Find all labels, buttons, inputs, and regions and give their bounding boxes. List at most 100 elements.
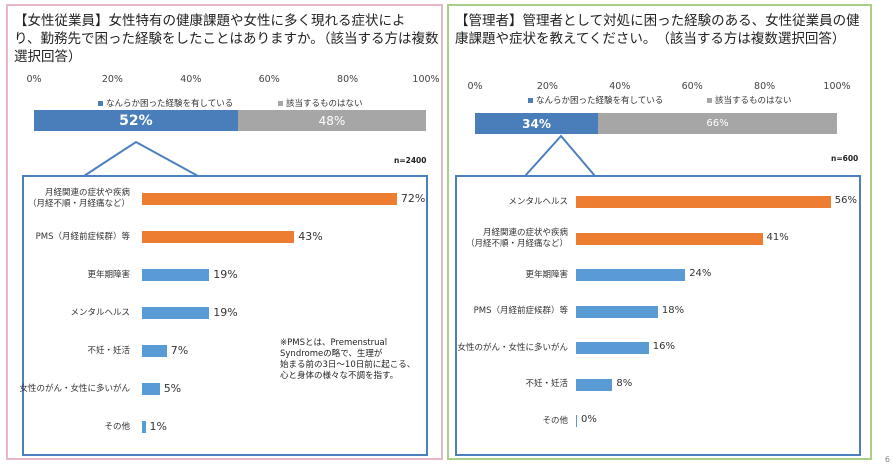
note-line: Syndromeの略で、生理が bbox=[280, 349, 383, 359]
category-bar bbox=[142, 421, 146, 433]
sample-size-label: n=2400 bbox=[394, 156, 427, 165]
pms-note: ※PMSとは、Premenstrual Syndromeの略で、生理が 始まる前… bbox=[280, 338, 415, 382]
axis-tick-label: 80% bbox=[754, 81, 776, 92]
legend-item: 該当するものはない bbox=[278, 97, 363, 109]
category-bar bbox=[576, 232, 763, 245]
detail-chart-box bbox=[22, 175, 428, 456]
category-label-line: （月経不順・月経痛など） bbox=[27, 199, 130, 209]
category-label-line: 不妊・妊活 bbox=[525, 379, 568, 389]
axis-tick-label: 40% bbox=[609, 81, 631, 92]
category-label: 月経関連の症状や疾病 （月経不順・月経痛など） bbox=[449, 228, 568, 250]
category-label-line: メンタルヘルス bbox=[70, 307, 130, 318]
axis-tick-label: 100% bbox=[412, 74, 440, 85]
title-line: 【女性従業員】女性特有の健康課題や女性に多く現れる症状によ bbox=[14, 13, 406, 29]
category-bar bbox=[142, 193, 397, 205]
value-label: 72% bbox=[400, 192, 426, 205]
category-label-line: PMS（月経前症候群）等 bbox=[35, 231, 130, 242]
category-label: 更年期障害 bbox=[449, 270, 568, 281]
category-bar bbox=[576, 378, 613, 391]
value-label: 18% bbox=[661, 304, 685, 316]
legend-label: 該当するものはない bbox=[715, 96, 792, 106]
category-label: 女性のがん・女性に多いがん bbox=[449, 343, 568, 354]
title-line: 康課題や症状を教えてください。 （該当する方は複数選択回答） bbox=[455, 31, 846, 47]
axis-tick-label: 40% bbox=[180, 74, 202, 85]
value-label: 19% bbox=[213, 306, 238, 319]
axis-tick-label: 60% bbox=[258, 74, 280, 85]
summary-stacked-bar: 52% 48% bbox=[34, 110, 426, 131]
note-line: ※PMSとは、Premenstrual bbox=[280, 338, 388, 348]
category-label-line: 不妊・妊活 bbox=[87, 345, 130, 356]
detail-chart-box bbox=[455, 175, 861, 456]
legend-label: なんらか困った経験を有している bbox=[106, 99, 234, 109]
axis-tick-label: 60% bbox=[681, 81, 703, 92]
summary-segment-none: 48% bbox=[237, 110, 426, 131]
legend-item: 該当するものはない bbox=[707, 94, 792, 106]
legend-item: なんらか困った経験を有している bbox=[98, 97, 233, 109]
category-label: その他 bbox=[8, 422, 130, 433]
left-chart-panel: 【女性従業員】女性特有の健康課題や女性に多く現れる症状によ り、勤務先で困った経… bbox=[6, 4, 443, 460]
value-label: 41% bbox=[766, 231, 789, 243]
axis-tick-label: 100% bbox=[823, 81, 851, 92]
category-bar bbox=[142, 383, 160, 395]
category-bar bbox=[142, 269, 210, 281]
category-label: メンタルヘルス bbox=[449, 197, 568, 208]
callout-line bbox=[524, 134, 596, 177]
axis-tick-label: 0% bbox=[26, 74, 42, 85]
axis-tick-label: 20% bbox=[536, 81, 558, 92]
category-label-line: その他 bbox=[104, 421, 130, 432]
callout-connector bbox=[524, 134, 596, 177]
category-label: PMS（月経前症候群）等 bbox=[8, 232, 130, 243]
title-line: 【管理者】管理者として対処に困った経験のある、女性従業員の健 bbox=[455, 13, 860, 29]
category-bar bbox=[576, 196, 831, 208]
value-label: 5% bbox=[163, 382, 182, 395]
value-label: 19% bbox=[213, 268, 238, 281]
category-label-line: PMS（月経前症候群）等 bbox=[473, 306, 568, 316]
category-label: メンタルヘルス bbox=[8, 308, 130, 319]
axis-tick-label: 80% bbox=[337, 74, 359, 85]
summary-segment-experienced: 34% bbox=[475, 113, 599, 134]
page-number: 6 bbox=[884, 455, 890, 464]
legend-swatch bbox=[98, 101, 103, 106]
category-label-line: 女性のがん・女性に多いがん bbox=[19, 383, 130, 394]
value-label: 0% bbox=[581, 414, 597, 425]
category-label-line: その他 bbox=[542, 415, 568, 426]
category-label: 不妊・妊活 bbox=[8, 346, 130, 357]
category-bar bbox=[142, 231, 295, 243]
category-bar bbox=[576, 305, 658, 318]
title-line: り、勤務先で困った経験をしたことはありますか。（該当する方は複数 bbox=[14, 31, 439, 47]
value-label: 24% bbox=[689, 268, 712, 279]
category-label: PMS（月経前症候群）等 bbox=[449, 306, 568, 317]
summary-segment-experienced: 52% bbox=[34, 110, 238, 131]
value-label: 7% bbox=[170, 344, 189, 357]
note-line: 心と身体の様々な不調を指す。 bbox=[280, 371, 399, 381]
category-label: その他 bbox=[449, 416, 568, 427]
legend-label: 該当するものはない bbox=[286, 99, 363, 109]
category-label-line: 月経関連の症状や疾病 bbox=[482, 227, 568, 238]
value-label: 56% bbox=[834, 195, 858, 206]
summary-stacked-bar: 34% 66% bbox=[475, 113, 837, 134]
callout-connector bbox=[83, 140, 199, 177]
legend-swatch bbox=[528, 98, 533, 103]
value-label: 43% bbox=[298, 230, 323, 243]
note-line: 始まる前の3日～10日前に起こる、 bbox=[280, 360, 416, 370]
callout-line bbox=[83, 140, 199, 177]
sample-size-label: n=600 bbox=[831, 154, 859, 163]
category-label-line: 月経関連の症状や疾病 bbox=[44, 188, 130, 198]
title-line: 選択回答） bbox=[14, 49, 82, 65]
category-label-line: メンタルヘルス bbox=[508, 196, 568, 207]
category-bar bbox=[142, 345, 167, 357]
value-label: 1% bbox=[149, 420, 167, 433]
category-label-line: 更年期障害 bbox=[525, 269, 568, 280]
chart-title: 【女性従業員】女性特有の健康課題や女性に多く現れる症状によ り、勤務先で困った経… bbox=[14, 12, 438, 66]
category-label-line: （月経不順・月経痛など） bbox=[465, 238, 568, 249]
legend-swatch bbox=[278, 101, 283, 106]
chart-title: 【管理者】管理者として対処に困った経験のある、女性従業員の健 康課題や症状を教え… bbox=[455, 12, 860, 48]
legend-item: なんらか困った経験を有している bbox=[528, 94, 663, 106]
category-bar bbox=[576, 342, 649, 354]
category-bar bbox=[576, 415, 577, 427]
category-label: 女性のがん・女性に多いがん bbox=[8, 384, 130, 395]
legend-swatch bbox=[707, 98, 712, 103]
category-label-line: 更年期障害 bbox=[87, 269, 130, 280]
category-label-line: 女性のがん・女性に多いがん bbox=[457, 342, 568, 353]
category-bar bbox=[576, 269, 686, 281]
